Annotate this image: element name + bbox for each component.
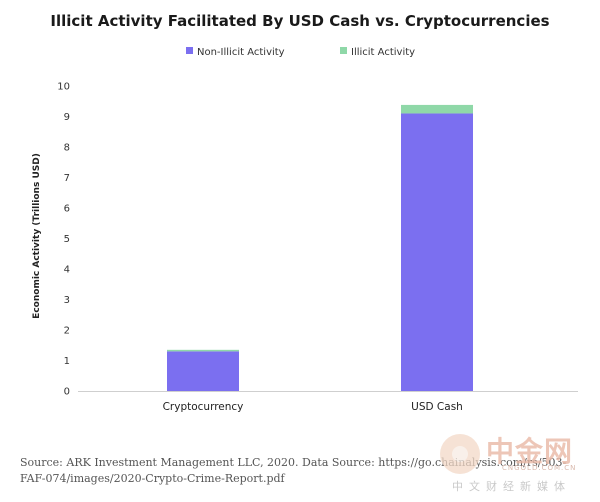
y-tick-label: 9 — [64, 112, 70, 123]
y-tick-label: 1 — [64, 356, 70, 367]
legend-label-0: Non-Illicit Activity — [197, 47, 285, 58]
y-tick-label: 7 — [64, 173, 70, 184]
bar-cryptocurrency-illicit — [167, 349, 239, 352]
chart-title: Illicit Activity Facilitated By USD Cash… — [50, 12, 549, 30]
bar-usd-cash-illicit — [401, 104, 473, 114]
watermark-subtitle: 中文财经新媒体 — [452, 480, 571, 493]
legend-label-1: Illicit Activity — [351, 47, 415, 58]
chart: Illicit Activity Facilitated By USD Cash… — [32, 12, 578, 413]
watermark-domain: CNGOLD.COM.CN — [502, 464, 577, 472]
y-axis: 0 1 2 3 4 5 6 7 8 9 10 — [57, 82, 70, 398]
y-tick-label: 6 — [64, 204, 70, 215]
y-tick-label: 0 — [64, 387, 70, 398]
bar-cryptocurrency-non-illicit — [167, 351, 239, 391]
y-tick-label: 10 — [57, 82, 70, 93]
watermark-logo: 中金网 CNGOLD.COM.CN 中文财经新媒体 — [440, 428, 590, 494]
y-tick-label: 8 — [64, 143, 70, 154]
watermark-circle-icon — [440, 434, 480, 474]
bars — [167, 104, 473, 391]
y-tick-label: 2 — [64, 326, 70, 337]
x-category-label: Cryptocurrency — [163, 401, 244, 413]
legend: Non-Illicit Activity Illicit Activity — [186, 47, 415, 58]
y-tick-label: 5 — [64, 234, 70, 245]
source-note: Source: ARK Investment Management LLC, 2… — [20, 456, 567, 485]
x-category-label: USD Cash — [411, 401, 463, 413]
y-tick-label: 4 — [64, 265, 70, 276]
y-tick-label: 3 — [64, 295, 70, 306]
x-axis: Cryptocurrency USD Cash — [78, 391, 578, 413]
y-axis-label: Economic Activity (Trillions USD) — [32, 153, 42, 319]
legend-swatch-1 — [340, 47, 347, 54]
watermark-name: 中金网 — [486, 435, 574, 468]
bar-usd-cash-non-illicit — [401, 113, 473, 391]
legend-swatch-0 — [186, 47, 193, 54]
